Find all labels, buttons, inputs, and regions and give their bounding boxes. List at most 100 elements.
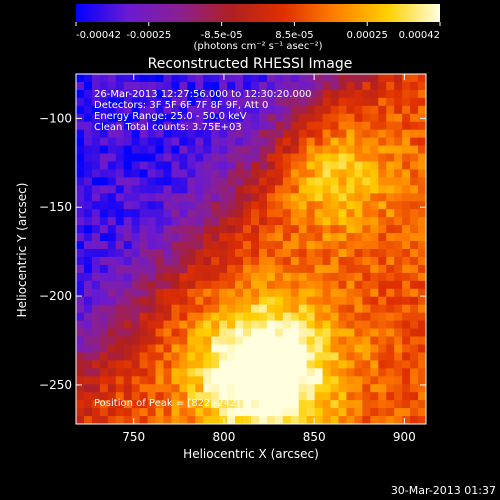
heatmap-pixel xyxy=(251,217,260,226)
heatmap-pixel xyxy=(203,264,212,274)
heatmap-pixel xyxy=(290,129,300,139)
heatmap-pixel xyxy=(131,360,141,369)
heatmap-pixel xyxy=(258,217,268,226)
heatmap-pixel xyxy=(258,161,268,171)
heatmap-pixel xyxy=(362,161,371,171)
heatmap-pixel xyxy=(378,296,387,306)
colorbar-tick-label: -8.5e-05 xyxy=(201,30,243,41)
heatmap-pixel xyxy=(243,400,252,409)
heatmap-pixel xyxy=(147,241,157,250)
heatmap-pixel xyxy=(187,201,196,210)
heatmap-pixel xyxy=(219,280,228,290)
heatmap-pixel xyxy=(147,408,157,417)
heatmap-pixel xyxy=(330,225,340,234)
heatmap-pixel xyxy=(123,328,133,338)
heatmap-pixel xyxy=(251,137,260,147)
heatmap-pixel xyxy=(314,296,324,306)
heatmap-pixel xyxy=(163,280,173,290)
heatmap-pixel xyxy=(179,344,188,354)
heatmap-pixel xyxy=(227,137,236,147)
heatmap-pixel xyxy=(410,320,419,330)
heatmap-pixel xyxy=(274,153,284,163)
heatmap-pixel xyxy=(91,416,101,424)
heatmap-pixel xyxy=(139,288,149,298)
heatmap-pixel xyxy=(243,233,252,242)
heatmap-pixel xyxy=(155,201,165,210)
heatmap-pixel xyxy=(235,264,244,274)
heatmap-pixel xyxy=(91,249,101,258)
heatmap-pixel xyxy=(227,384,236,393)
heatmap-pixel xyxy=(362,280,371,290)
heatmap-pixel xyxy=(179,89,188,99)
heatmap-pixel xyxy=(290,344,300,354)
heatmap-pixel xyxy=(76,296,85,306)
heatmap-pixel xyxy=(227,129,236,139)
heatmap-pixel xyxy=(83,312,93,322)
heatmap-pixel xyxy=(99,217,109,226)
heatmap-pixel xyxy=(362,209,371,218)
heatmap-pixel xyxy=(171,296,181,306)
heatmap-pixel xyxy=(227,241,236,250)
heatmap-pixel xyxy=(282,352,292,361)
heatmap-pixel xyxy=(211,320,220,330)
heatmap-pixel xyxy=(338,129,348,139)
heatmap-pixel xyxy=(402,264,411,274)
heatmap-pixel xyxy=(155,153,165,163)
heatmap-pixel xyxy=(187,264,196,274)
heatmap-pixel xyxy=(410,241,419,250)
heatmap-pixel xyxy=(219,145,228,155)
heatmap-pixel xyxy=(155,193,165,202)
heatmap-pixel xyxy=(211,312,220,322)
heatmap-pixel xyxy=(346,392,356,401)
heatmap-pixel xyxy=(99,81,109,91)
heatmap-pixel xyxy=(203,392,212,401)
heatmap-pixel xyxy=(354,185,363,194)
heatmap-pixel xyxy=(76,312,85,322)
heatmap-pixel xyxy=(251,105,260,115)
heatmap-pixel xyxy=(346,241,356,250)
heatmap-pixel xyxy=(274,384,284,393)
heatmap-pixel xyxy=(251,360,260,369)
colorbar-ticks: -0.00042 -0.00025 -8.5e-05 8.5e-05 0.00025 0.… xyxy=(75,22,441,41)
heatmap-pixel xyxy=(394,121,403,131)
heatmap-pixel xyxy=(306,193,316,202)
heatmap-pixel xyxy=(91,74,101,83)
heatmap-pixel xyxy=(163,177,173,186)
heatmap-pixel xyxy=(155,81,165,91)
heatmap-pixel xyxy=(282,105,292,115)
heatmap-pixel xyxy=(171,336,181,346)
heatmap-pixel xyxy=(378,241,387,250)
heatmap-pixel xyxy=(330,209,340,218)
heatmap-pixel xyxy=(243,296,252,306)
heatmap-pixel xyxy=(203,272,212,282)
heatmap-pixel xyxy=(394,177,403,186)
heatmap-pixel xyxy=(322,81,332,91)
heatmap-pixel xyxy=(123,344,133,354)
heatmap-pixel xyxy=(282,225,292,234)
heatmap-pixel xyxy=(258,280,268,290)
heatmap-pixel xyxy=(322,360,332,369)
heatmap-pixel xyxy=(322,304,332,314)
heatmap-pixel xyxy=(266,161,276,171)
heatmap-pixel xyxy=(83,89,93,99)
heatmap-pixel xyxy=(362,217,371,226)
heatmap-pixel xyxy=(258,272,268,282)
heatmap-pixel xyxy=(394,352,403,361)
heatmap-pixel xyxy=(370,392,379,401)
heatmap-pixel xyxy=(131,241,141,250)
heatmap-pixel xyxy=(107,360,117,369)
heatmap-pixel xyxy=(195,153,204,163)
heatmap-pixel xyxy=(298,233,308,242)
heatmap-pixel xyxy=(155,296,165,306)
heatmap-pixel xyxy=(290,336,300,346)
heatmap-pixel xyxy=(147,81,157,91)
heatmap-pixel xyxy=(123,352,133,361)
heatmap-pixel xyxy=(354,360,363,369)
heatmap-pixel xyxy=(211,74,220,83)
heatmap-pixel xyxy=(195,137,204,147)
heatmap-pixel xyxy=(139,241,149,250)
heatmap-pixel xyxy=(163,408,173,417)
heatmap-pixel xyxy=(298,89,308,99)
heatmap-pixel xyxy=(155,312,165,322)
heatmap-pixel xyxy=(115,97,125,107)
